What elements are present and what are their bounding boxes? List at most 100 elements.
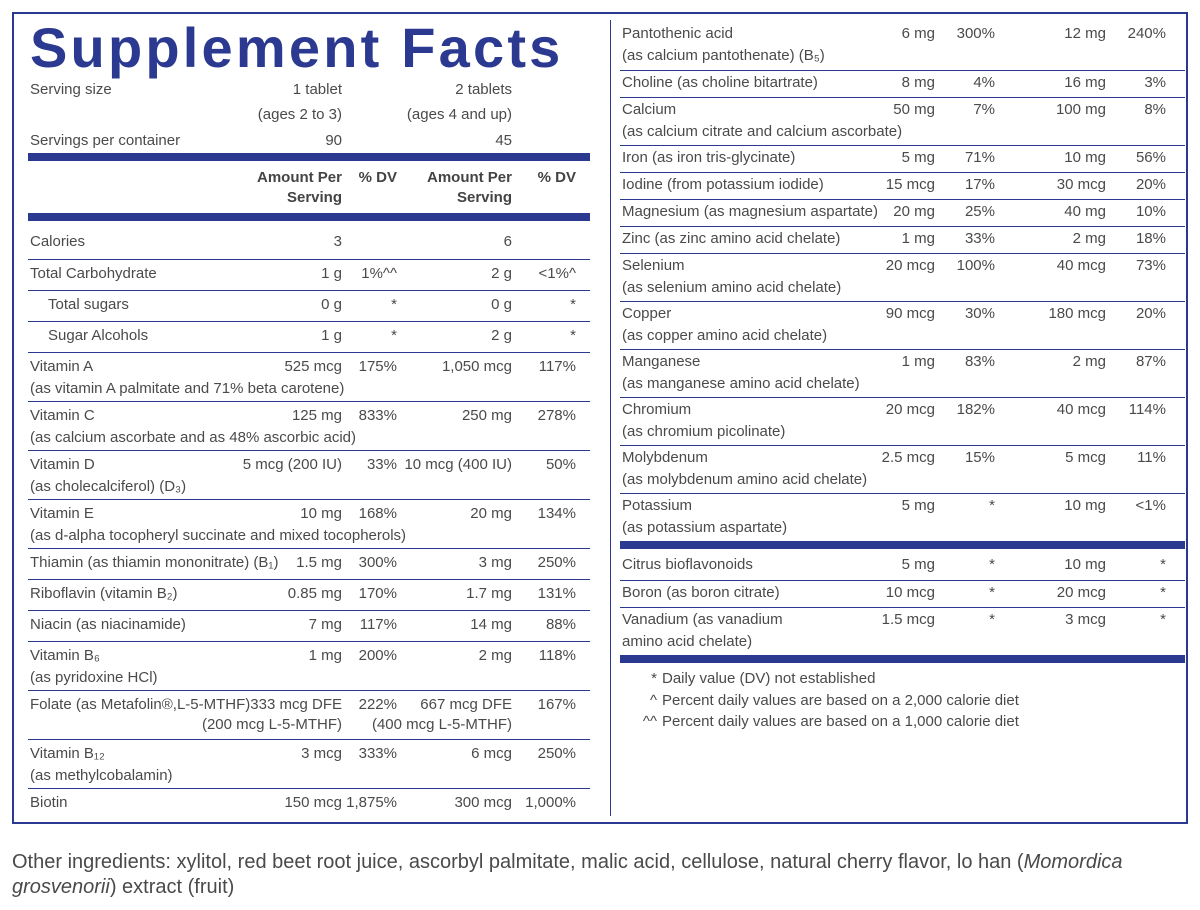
dv-2: 114% xyxy=(1128,401,1166,418)
dv-1: 100% xyxy=(956,257,995,274)
dv-1: * xyxy=(989,497,995,514)
nutrient-row: Vitamin E (as d-alpha tocopheryl succinat… xyxy=(28,499,590,548)
amount-2: 20 mcg xyxy=(1056,584,1106,601)
dv-2: 8% xyxy=(1144,101,1166,118)
amount-1: 5 mg xyxy=(901,556,935,573)
nutrient-name: Total Carbohydrate xyxy=(30,265,157,282)
amount-2: 12 mg xyxy=(1064,25,1106,42)
amount-1: 1 g xyxy=(321,327,342,344)
ingredients-text: Other ingredients: xylitol, red beet roo… xyxy=(12,851,1024,873)
nutrient-row: Molybdenum (as molybdenum amino acid chel… xyxy=(620,445,1185,493)
nutrient-row: Total Carbohydrate 1 g 1%^^ 2 g <1%^ xyxy=(28,259,590,290)
dv-2: 18% xyxy=(1135,230,1166,247)
dv-1: * xyxy=(391,296,397,313)
amount-1: 7 mg xyxy=(308,616,342,633)
column-header: Amount Per Serving xyxy=(426,169,512,206)
nutrient-name: Choline (as choline bitartrate) xyxy=(622,74,818,91)
amount-1: 6 mg xyxy=(901,25,935,42)
dv-1: * xyxy=(989,584,995,601)
nutrient-detail: (as copper amino acid chelate) xyxy=(622,327,828,344)
dv-1: 25% xyxy=(964,203,995,220)
label-title: Supplement Facts xyxy=(30,16,564,79)
dv-1: 71% xyxy=(964,149,995,166)
nutrient-detail: (as selenium amino acid chelate) xyxy=(622,279,842,296)
nutrient-row: Vanadium (as vanadium amino acid chelate)… xyxy=(620,607,1185,655)
dv-2: * xyxy=(570,296,576,313)
amount-1: 50 mg xyxy=(893,101,935,118)
footnote-text: Daily value (DV) not established xyxy=(662,670,876,687)
amount-2: 30 mcg xyxy=(1056,176,1106,193)
nutrient-row: Thiamin (as thiamin mononitrate) (B₁) 1.5… xyxy=(28,548,590,579)
serving-size-2-note: (ages 4 and up) xyxy=(406,106,512,123)
dv-2: 20% xyxy=(1135,305,1166,322)
amount-1: 15 mcg xyxy=(885,176,935,193)
ingredients-italic: Momordica grosvenorii xyxy=(12,851,1123,898)
dv-2: * xyxy=(1160,556,1166,573)
amount-1: 1 mg xyxy=(901,230,935,247)
dv-1: 300% xyxy=(956,25,995,42)
nutrient-name: Vitamin A xyxy=(30,358,94,375)
nutrient-row: Iodine (from potassium iodide) 15 mcg 17% 3… xyxy=(620,172,1185,199)
dv-1: 182% xyxy=(956,401,995,418)
nutrient-row: Vitamin D (as cholecalciferol) (D₃) 5 mcg … xyxy=(28,450,590,499)
dv-2: 118% xyxy=(538,647,576,664)
dv-2: 117% xyxy=(538,358,576,375)
amount-2: 2 mg xyxy=(478,647,512,664)
dv-2: * xyxy=(570,327,576,344)
amount-1: 8 mg xyxy=(901,74,935,91)
amount-1: 5 mg xyxy=(901,497,935,514)
dv-1: 175% xyxy=(358,358,397,375)
nutrient-row: Selenium (as selenium amino acid chelate)… xyxy=(620,253,1185,301)
serving-size-label: Serving size xyxy=(30,81,112,98)
column-header: % DV xyxy=(358,169,397,186)
amount-1: 3 xyxy=(333,233,342,250)
nutrient-name: Copper xyxy=(622,305,672,322)
amount-2-note: (400 mcg L-5-MTHF) xyxy=(371,716,512,733)
dv-1: 168% xyxy=(358,505,397,522)
nutrient-row: Citrus bioflavonoids 5 mg * 10 mg * xyxy=(620,553,1185,580)
nutrient-row: Vitamin C (as calcium ascorbate and as 48… xyxy=(28,401,590,450)
nutrient-name: Potassium xyxy=(622,497,693,514)
amount-2: 10 mcg (400 IU) xyxy=(404,456,512,473)
dv-2: 56% xyxy=(1135,149,1166,166)
amount-1: 1.5 mcg xyxy=(881,611,935,628)
dv-1: 83% xyxy=(964,353,995,370)
column-header: Amount Per Serving xyxy=(256,169,342,206)
nutrient-detail: (as molybdenum amino acid chelate) xyxy=(622,471,868,488)
amount-2: 1.7 mg xyxy=(466,585,512,602)
nutrient-name: Total sugars xyxy=(48,296,129,313)
nutrient-name: Iron (as iron tris-glycinate) xyxy=(622,149,796,166)
thick-rule xyxy=(28,213,590,221)
nutrient-row: Chromium (as chromium picolinate) 20 mcg 18… xyxy=(620,397,1185,445)
dv-1: 33% xyxy=(964,230,995,247)
amount-2: 20 mg xyxy=(470,505,512,522)
amount-1: 20 mcg xyxy=(885,257,935,274)
amount-1: 1 g xyxy=(321,265,342,282)
nutrient-row: Calories 3 6 xyxy=(28,228,590,259)
nutrient-name: Vitamin C xyxy=(30,407,95,424)
nutrient-name: Folate (as Metafolin®,L-5-MTHF) xyxy=(30,696,251,713)
amount-2: 100 mg xyxy=(1055,101,1106,118)
nutrient-detail: (as calcium pantothenate) (B₅) xyxy=(622,47,825,64)
amount-1: 333 mcg DFE xyxy=(250,696,342,713)
amount-1: 20 mg xyxy=(893,203,935,220)
amount-2: 2 g xyxy=(491,327,512,344)
amount-2: 10 mg xyxy=(1064,497,1106,514)
nutrient-detail: amino acid chelate) xyxy=(622,633,753,650)
dv-2: 88% xyxy=(545,616,576,633)
dv-2: 134% xyxy=(537,505,576,522)
dv-1: 4% xyxy=(973,74,995,91)
nutrient-row: Calcium (as calcium citrate and calcium a… xyxy=(620,97,1185,145)
amount-1: 525 mcg xyxy=(284,358,342,375)
nutrient-detail: (as potassium aspartate) xyxy=(622,519,788,536)
dv-1: 200% xyxy=(358,647,397,664)
amount-1: 1 mg xyxy=(901,353,935,370)
nutrient-name: Selenium xyxy=(622,257,685,274)
amount-2: 2 mg xyxy=(1072,353,1106,370)
nutrient-name: Sugar Alcohols xyxy=(48,327,149,344)
nutrient-name: Riboflavin (vitamin B₂) xyxy=(30,585,178,602)
amount-1: 1.5 mg xyxy=(296,554,342,571)
nutrient-name: Molybdenum xyxy=(622,449,708,466)
amount-1: 0.85 mg xyxy=(287,585,342,602)
nutrient-row: Vitamin B₆ (as pyridoxine HCl) 1 mg 200% 2 m… xyxy=(28,641,590,690)
